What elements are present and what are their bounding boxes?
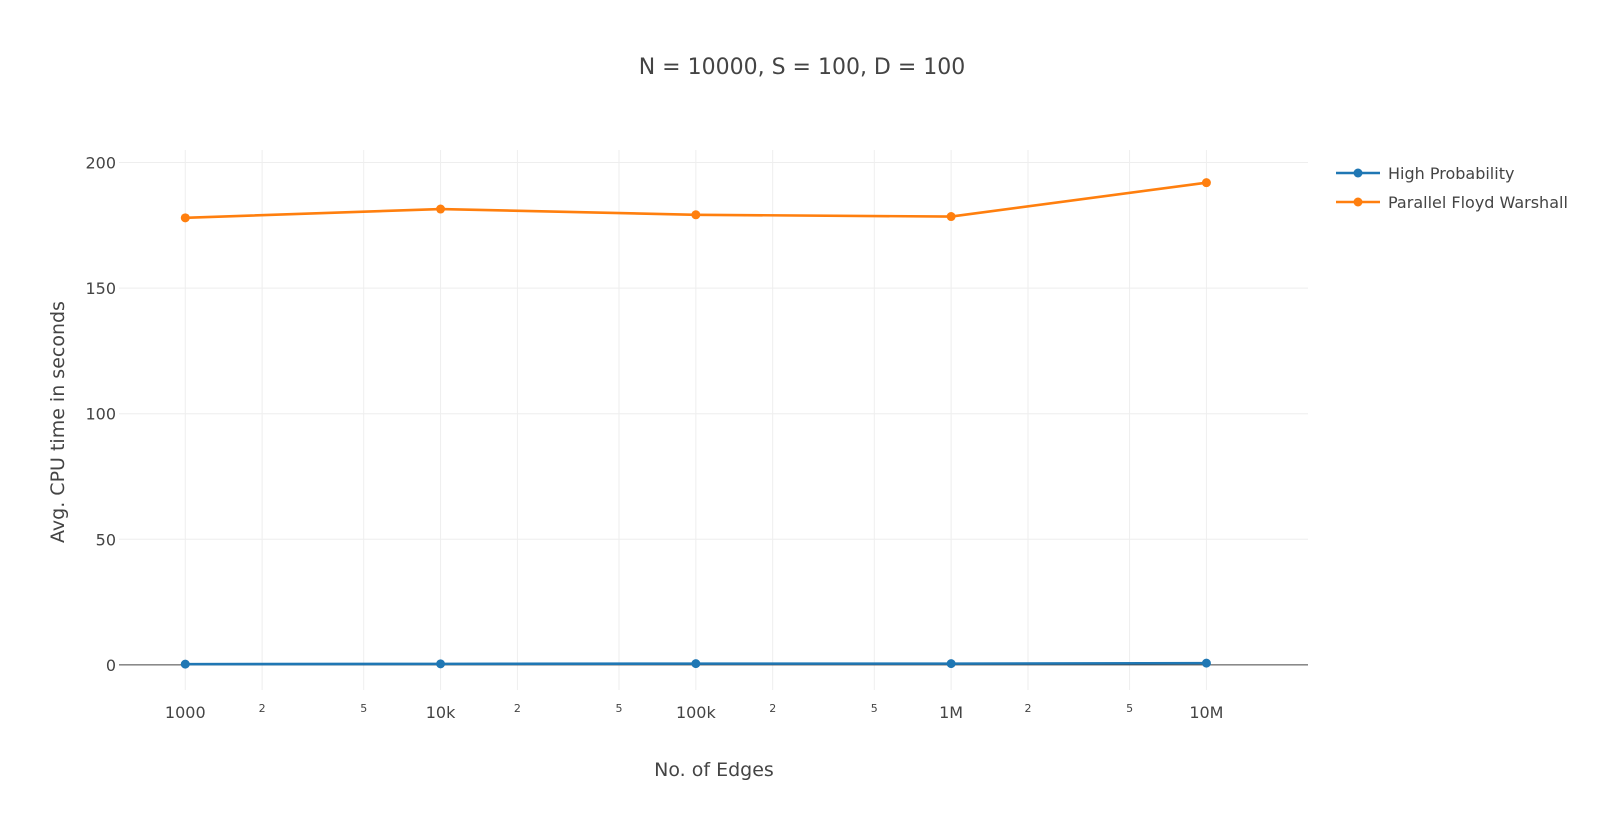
data-point: [691, 659, 701, 669]
y-tick-label: 50: [96, 530, 116, 549]
x-minor-tick-label: 5: [1126, 702, 1133, 715]
x-minor-tick-label: 5: [871, 702, 878, 715]
x-tick-label: 1000: [165, 703, 206, 722]
legend-marker: [1353, 168, 1363, 178]
plot-area: [180, 178, 1211, 669]
data-point: [1201, 658, 1211, 668]
x-tick-label: 10M: [1189, 703, 1223, 722]
x-axis-ticks: 1000 10k 100k 1M 10M 2 5 2 5 2 5 2 5: [165, 702, 1224, 722]
data-point: [691, 210, 701, 220]
chart-title: N = 10000, S = 100, D = 100: [639, 55, 966, 80]
legend-label: Parallel Floyd Warshall: [1388, 193, 1568, 212]
data-point: [180, 213, 190, 223]
legend-item: High Probability: [1336, 164, 1514, 183]
x-minor-tick-label: 2: [1024, 702, 1031, 715]
data-point: [436, 659, 446, 669]
x-minor-tick-label: 2: [259, 702, 266, 715]
y-tick-label: 100: [85, 405, 116, 424]
x-minor-tick-label: 5: [360, 702, 367, 715]
legend-marker: [1353, 197, 1363, 207]
y-tick-label: 200: [85, 154, 116, 173]
data-point: [1201, 178, 1211, 188]
y-axis-ticks: 0 50 100 150 200: [85, 154, 116, 675]
series-1: [180, 178, 1211, 223]
data-point: [436, 204, 446, 214]
x-minor-tick-label: 2: [514, 702, 521, 715]
x-axis-title: No. of Edges: [654, 759, 774, 781]
x-tick-label: 10k: [426, 703, 456, 722]
data-point: [946, 212, 956, 222]
series-0: [180, 658, 1211, 669]
data-point: [946, 659, 956, 669]
y-axis-title: Avg. CPU time in seconds: [47, 301, 69, 543]
legend: High Probability Parallel Floyd Warshall: [1336, 164, 1568, 212]
y-tick-label: 0: [106, 656, 116, 675]
x-tick-label: 1M: [939, 703, 963, 722]
data-point: [180, 659, 190, 669]
grid: [119, 150, 1308, 690]
x-minor-tick-label: 5: [615, 702, 622, 715]
y-tick-label: 150: [85, 279, 116, 298]
x-minor-tick-label: 2: [769, 702, 776, 715]
legend-item: Parallel Floyd Warshall: [1336, 193, 1568, 212]
legend-label: High Probability: [1388, 164, 1514, 183]
x-tick-label: 100k: [676, 703, 717, 722]
